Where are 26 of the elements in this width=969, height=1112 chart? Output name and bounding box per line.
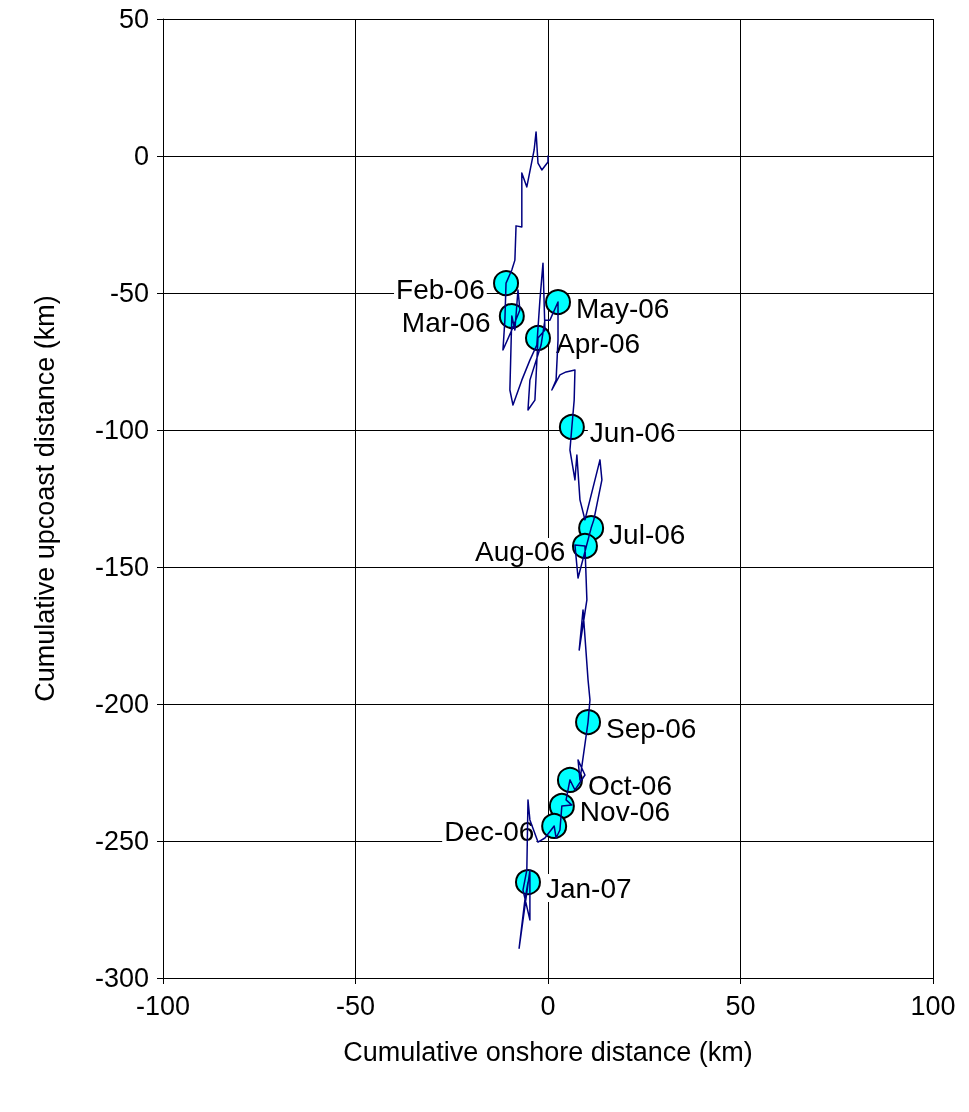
y-axis-title: Cumulative upcoast distance (km) xyxy=(29,295,60,702)
x-tick-label: 100 xyxy=(910,990,956,1021)
y-tick-label: 50 xyxy=(118,4,149,34)
y-tick-label: -250 xyxy=(94,826,149,856)
y-tick-label: -150 xyxy=(94,552,149,582)
y-tick-label: 0 xyxy=(133,141,149,171)
y-tick-label: -100 xyxy=(94,415,149,445)
annotation: Aug-06 xyxy=(474,536,566,568)
x-tick-label: 0 xyxy=(540,990,556,1021)
point xyxy=(575,709,602,736)
point xyxy=(558,413,585,440)
y-tick-label: -300 xyxy=(94,963,149,993)
annotation: Jul-06 xyxy=(609,518,686,550)
x-axis-title: Cumulative onshore distance (km) xyxy=(343,1036,753,1067)
y-tick-label: -200 xyxy=(94,689,149,719)
annotation: May-06 xyxy=(576,292,670,324)
annotation: Jun-06 xyxy=(589,417,676,449)
point xyxy=(545,289,572,316)
point xyxy=(493,270,520,297)
x-tick-label: -50 xyxy=(335,990,376,1021)
annotation: Sep-06 xyxy=(606,712,697,744)
y-tick-label: -50 xyxy=(109,278,149,308)
annotation: Jan-07 xyxy=(545,872,632,904)
annotation: Feb-06 xyxy=(396,273,485,305)
x-tick-label: 50 xyxy=(725,990,756,1021)
annotation: Mar-06 xyxy=(401,306,491,338)
